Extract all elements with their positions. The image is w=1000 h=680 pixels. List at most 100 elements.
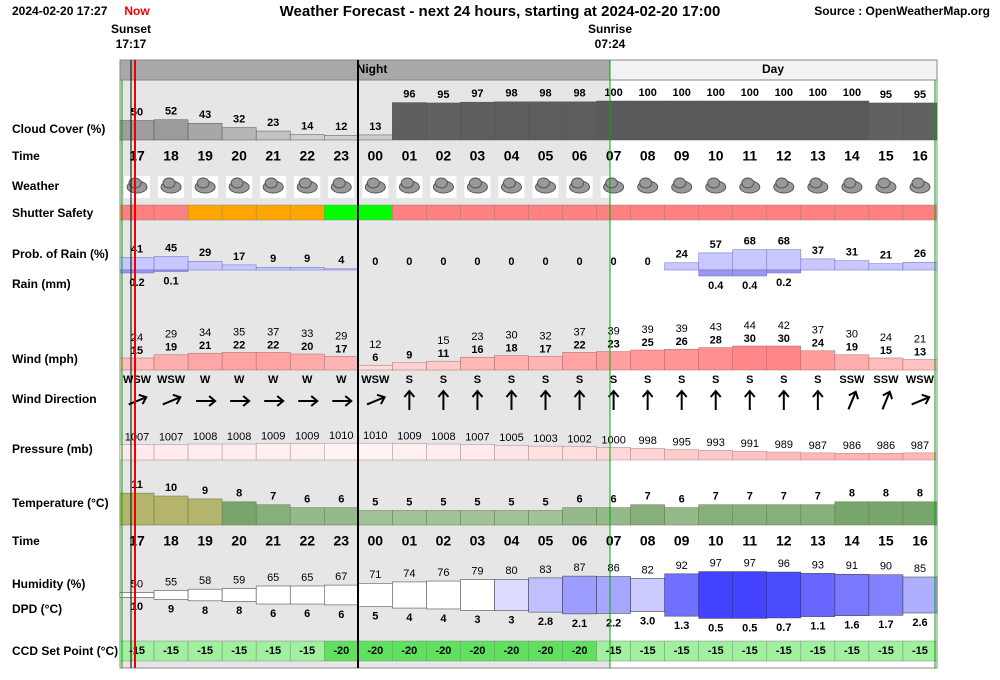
shutter-cell [426, 204, 461, 221]
wind-gust: 23 [471, 331, 483, 343]
wind-gust: 30 [505, 330, 517, 342]
rain-prob-value: 68 [778, 236, 790, 248]
arrow-head [138, 393, 148, 405]
temp-bar [221, 501, 257, 526]
wind-arrow [744, 389, 756, 410]
pressure-bar [119, 444, 155, 461]
shutter-cell [834, 204, 870, 221]
hour: 19 [197, 533, 213, 549]
temp-value: 7 [781, 491, 787, 503]
dpd-value: 10 [131, 601, 143, 613]
row-label: Wind Direction [12, 392, 97, 406]
humidity-bar [460, 579, 495, 611]
rain-prob-value: 0 [372, 256, 378, 268]
weather-icon [911, 177, 925, 189]
hour: 18 [163, 148, 179, 164]
arrow-head [573, 389, 586, 398]
cloud-bar [187, 122, 223, 141]
rain-prob-value: 0 [645, 256, 651, 268]
wind-speed: 18 [505, 343, 517, 355]
shutter-cell [153, 204, 189, 221]
hour: 15 [878, 148, 894, 164]
wind-dir: S [474, 374, 481, 386]
wind-speed: 30 [744, 333, 756, 345]
humidity-bar [902, 576, 938, 614]
dpd-value: 8 [202, 605, 208, 617]
rain-value: 0.1 [163, 275, 178, 287]
hour: 06 [572, 148, 588, 164]
dpd-value: 5 [372, 611, 378, 623]
wind-bar [800, 350, 836, 371]
temp-value: 8 [236, 488, 242, 500]
hour: 21 [265, 148, 281, 164]
humidity-value: 74 [403, 568, 415, 580]
ccd-value: -15 [708, 645, 724, 657]
wind-speed: 9 [406, 350, 412, 362]
hour: 14 [844, 533, 860, 549]
hour: 20 [231, 533, 247, 549]
humidity-bar [255, 585, 291, 605]
ccd-value: -20 [504, 645, 520, 657]
wind-dir: W [336, 374, 347, 386]
wind-speed: 19 [165, 342, 177, 354]
rain-prob-bar [732, 249, 768, 271]
wind-arrow [196, 395, 217, 407]
hour: 23 [333, 533, 349, 549]
pressure-value: 987 [809, 440, 827, 452]
pressure-value: 1008 [193, 431, 217, 443]
wind-bar [460, 356, 495, 371]
wind-arrow [539, 389, 552, 410]
pressure-bar [392, 443, 427, 461]
pressure-value: 989 [775, 439, 793, 451]
rain-prob-bar [255, 267, 291, 271]
wind-bar [119, 357, 155, 371]
temp-value: 6 [611, 494, 617, 506]
rain-value: 0.4 [742, 280, 758, 292]
wind-gust: 29 [165, 329, 177, 341]
ccd-value: -15 [878, 645, 894, 657]
weather-icon [502, 177, 516, 189]
wind-dir: S [644, 374, 651, 386]
dpd-value: 2.1 [572, 618, 587, 630]
temp-value: 5 [474, 496, 480, 508]
weather-icon [400, 177, 414, 189]
ccd-value: -15 [674, 645, 690, 657]
temp-bar [698, 504, 733, 526]
humidity-value: 59 [233, 575, 245, 587]
wind-arrow [911, 393, 931, 406]
rain-prob-bar [187, 261, 223, 271]
humidity-value: 85 [914, 563, 926, 575]
rain-bar [732, 269, 768, 277]
wind-speed: 26 [676, 336, 688, 348]
cloud-bar [324, 135, 359, 141]
cloud-value: 32 [233, 113, 245, 125]
dpd-value: 9 [168, 603, 174, 615]
humidity-bar [630, 578, 665, 612]
humidity-value: 90 [880, 561, 892, 573]
rain-prob-value: 24 [676, 249, 689, 261]
temp-value: 8 [883, 488, 889, 500]
cloud-value: 100 [809, 87, 827, 99]
dpd-value: 1.1 [810, 621, 825, 633]
cloud-bar [460, 101, 495, 141]
cloud-value: 96 [403, 88, 415, 100]
wind-arrow [162, 393, 182, 406]
wind-speed: 16 [471, 344, 483, 356]
arrow-head [344, 395, 353, 407]
wind-speed: 13 [914, 347, 926, 359]
dpd-value: 4 [440, 613, 447, 625]
wind-bar [766, 345, 802, 371]
pressure-bar [358, 442, 393, 461]
wind-gust: 44 [744, 320, 756, 332]
ccd-value: -15 [640, 645, 656, 657]
humidity-value: 91 [846, 560, 858, 572]
cloud-bar [528, 101, 563, 141]
wind-bar [630, 349, 665, 371]
hour: 05 [538, 533, 554, 549]
temp-value: 7 [270, 491, 276, 503]
temp-value: 10 [165, 482, 177, 494]
wind-dir: S [508, 374, 515, 386]
arrow-head [403, 389, 416, 398]
temp-bar [289, 507, 325, 526]
